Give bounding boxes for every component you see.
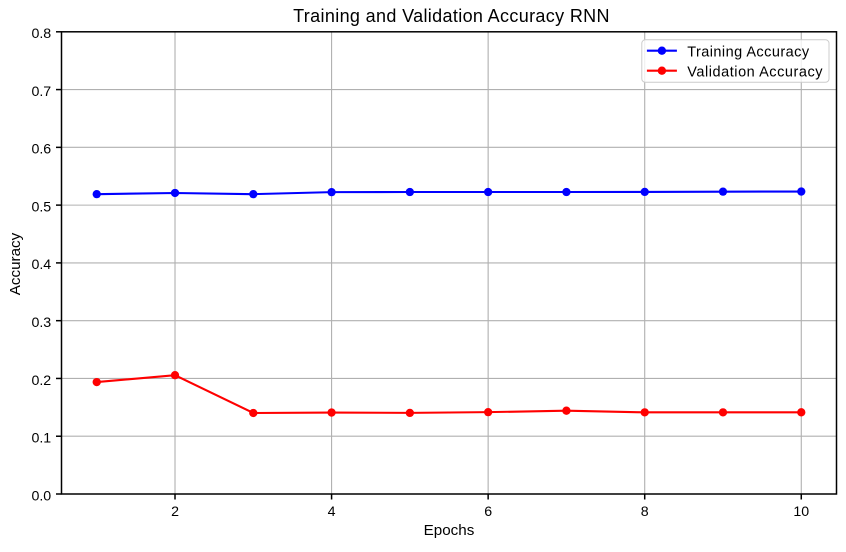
svg-text:0.7: 0.7	[31, 84, 51, 100]
svg-text:0.2: 0.2	[31, 373, 51, 389]
svg-text:Accuracy: Accuracy	[7, 232, 24, 295]
svg-text:0.4: 0.4	[31, 257, 51, 273]
svg-text:0.5: 0.5	[31, 199, 51, 215]
svg-text:0.6: 0.6	[31, 142, 51, 158]
svg-text:0.3: 0.3	[31, 315, 51, 331]
svg-text:0.0: 0.0	[31, 488, 51, 504]
svg-text:Training Accuracy: Training Accuracy	[687, 45, 810, 61]
svg-text:2: 2	[171, 504, 179, 520]
svg-text:0.8: 0.8	[31, 26, 51, 42]
svg-text:Validation Accuracy: Validation Accuracy	[687, 65, 823, 81]
svg-text:6: 6	[484, 504, 492, 520]
svg-text:4: 4	[328, 504, 336, 520]
svg-text:8: 8	[641, 504, 649, 520]
svg-text:Epochs: Epochs	[424, 522, 475, 539]
svg-text:10: 10	[793, 504, 809, 520]
svg-text:Training and Validation Accura: Training and Validation Accuracy RNN	[293, 6, 610, 26]
svg-text:0.1: 0.1	[31, 431, 51, 447]
